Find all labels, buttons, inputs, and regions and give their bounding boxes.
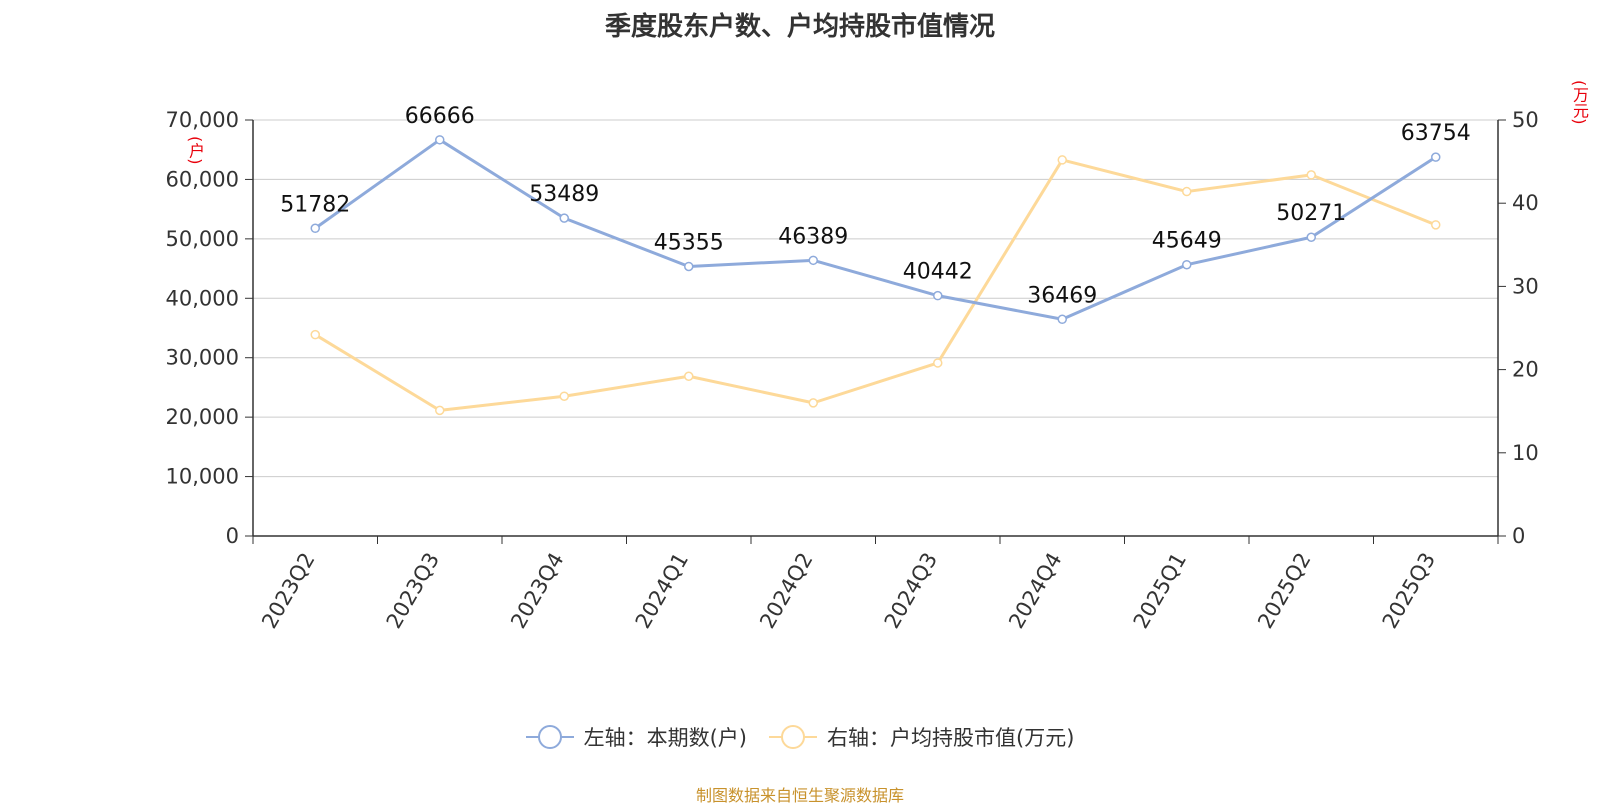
left-axis-tick-label: 30,000 bbox=[166, 346, 239, 370]
households-data-label: 40442 bbox=[903, 260, 973, 285]
right-axis-unit: (万元) bbox=[1570, 80, 1589, 125]
market-value-point bbox=[435, 405, 445, 416]
left-axis-tick-label: 0 bbox=[226, 524, 239, 548]
left-axis-tick-label: 10,000 bbox=[166, 465, 239, 489]
right-axis-tick-label: 10 bbox=[1512, 441, 1539, 465]
market-value-point bbox=[684, 371, 694, 382]
market-value-point bbox=[310, 329, 320, 340]
households-data-label: 53489 bbox=[529, 182, 599, 207]
right-axis-tick-label: 30 bbox=[1512, 274, 1539, 298]
right-axis-tick-label: 50 bbox=[1512, 108, 1539, 132]
households-data-label: 50271 bbox=[1276, 201, 1346, 226]
legend-label-households: 左轴：本期数(户) bbox=[583, 726, 747, 750]
market-value-point bbox=[1431, 220, 1441, 230]
x-axis-tick-label: 2023Q4 bbox=[506, 549, 568, 633]
households-point bbox=[310, 223, 320, 234]
x-axis-tick-label: 2024Q1 bbox=[631, 549, 693, 633]
households-point bbox=[933, 290, 943, 301]
households-data-label: 45649 bbox=[1152, 229, 1222, 254]
market-value-point bbox=[1182, 186, 1192, 197]
right-axis-tick-label: 0 bbox=[1512, 524, 1525, 548]
households-point bbox=[435, 135, 445, 145]
left-axis-unit: (户) bbox=[186, 136, 205, 165]
households-data-label: 63754 bbox=[1401, 121, 1471, 146]
market-value-point bbox=[808, 398, 818, 408]
households-point bbox=[1182, 259, 1192, 270]
left-axis-tick-label: 60,000 bbox=[166, 167, 239, 191]
legend-item-households[interactable]: 左轴：本期数(户) bbox=[525, 722, 747, 752]
x-axis-tick-label: 2023Q3 bbox=[382, 549, 444, 633]
legend-marker-households bbox=[525, 725, 574, 749]
chart-title: 季度股东户数、户均持股市值情况 bbox=[604, 12, 995, 42]
left-axis-tick-label: 20,000 bbox=[166, 405, 239, 429]
market-value-point bbox=[933, 358, 943, 368]
left-axis-tick-label: 50,000 bbox=[166, 227, 239, 251]
households-data-label: 36469 bbox=[1027, 283, 1097, 308]
x-axis-tick-label: 2024Q3 bbox=[880, 549, 942, 633]
households-point bbox=[1431, 152, 1441, 162]
legend-item-market-value[interactable]: 右轴：户均持股市值(万元) bbox=[769, 722, 1074, 752]
households-point bbox=[559, 213, 569, 223]
households-point bbox=[808, 255, 818, 266]
data-source-note: 制图数据来自恒生聚源数据库 bbox=[695, 786, 904, 805]
right-axis-tick-label: 40 bbox=[1512, 191, 1539, 215]
market-value-point bbox=[559, 391, 569, 401]
market-value-line bbox=[314, 158, 1437, 412]
x-axis-tick-label: 2024Q4 bbox=[1004, 549, 1066, 633]
households-line bbox=[314, 138, 1437, 321]
left-axis-tick-label: 40,000 bbox=[166, 286, 239, 310]
x-axis-tick-label: 2025Q1 bbox=[1129, 549, 1191, 633]
right-axis-tick-label: 20 bbox=[1512, 358, 1539, 382]
households-point bbox=[1057, 314, 1067, 325]
x-axis-tick-label: 2025Q3 bbox=[1378, 549, 1440, 633]
legend-label-market-value: 右轴：户均持股市值(万元) bbox=[827, 726, 1075, 750]
households-data-label: 45355 bbox=[654, 230, 724, 255]
market-value-point bbox=[1057, 155, 1067, 165]
x-axis-tick-label: 2024Q2 bbox=[755, 549, 817, 633]
x-axis-tick-label: 2023Q2 bbox=[257, 549, 319, 633]
left-axis-tick-label: 70,000 bbox=[166, 108, 239, 132]
market-value-point bbox=[1306, 170, 1316, 180]
legend-marker-market-value bbox=[769, 725, 817, 749]
households-data-label: 66666 bbox=[405, 104, 475, 129]
households-data-label: 46389 bbox=[778, 224, 848, 249]
x-axis-tick-label: 2025Q2 bbox=[1253, 549, 1315, 633]
households-data-label: 51782 bbox=[280, 192, 350, 217]
legend: 左轴：本期数(户) 右轴：户均持股市值(万元) bbox=[0, 722, 1600, 752]
households-point bbox=[684, 261, 694, 272]
households-point bbox=[1306, 232, 1316, 242]
